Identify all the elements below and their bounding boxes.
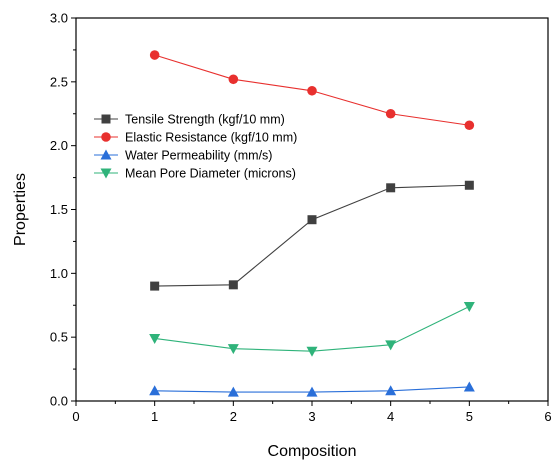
legend-marker: [101, 132, 111, 142]
x-axis-title: Composition: [268, 443, 357, 460]
data-point: [307, 85, 317, 96]
y-tick-label: 0.5: [50, 330, 68, 345]
series-1: [149, 50, 475, 131]
data-point: [385, 340, 397, 351]
data-point: [228, 280, 238, 290]
legend-label: Tensile Strength (kgf/10 mm): [125, 113, 285, 127]
legend-label: Mean Pore Diameter (microns): [125, 167, 296, 181]
series-3: [149, 302, 475, 357]
legend-marker: [100, 149, 112, 160]
legend-label: Water Permeability (mm/s): [125, 149, 272, 163]
x-tick-label: 4: [387, 409, 394, 424]
data-point: [463, 302, 475, 313]
y-tick-label: 1.0: [50, 266, 68, 281]
y-tick-label: 2.0: [50, 138, 68, 153]
data-point: [307, 215, 317, 225]
y-tick-label: 3.0: [50, 11, 68, 26]
x-tick-label: 2: [230, 409, 237, 424]
data-point: [227, 344, 239, 355]
legend-label: Elastic Resistance (kgf/10 mm): [125, 131, 297, 145]
y-tick-label: 0.0: [50, 394, 68, 409]
data-point: [463, 381, 475, 392]
series-line: [154, 306, 470, 352]
data-point: [149, 385, 161, 396]
x-tick-label: 0: [72, 409, 79, 424]
data-point: [150, 281, 160, 291]
plot-frame: [75, 17, 549, 402]
y-axis-title: Properties: [12, 173, 29, 246]
series-line: [154, 184, 470, 287]
x-tick-label: 3: [308, 409, 315, 424]
data-point: [306, 346, 318, 357]
legend-marker: [101, 114, 111, 124]
data-point: [464, 120, 475, 131]
data-point: [386, 183, 396, 193]
axis-ticks: 0 1 2 3 4 5 6 0.0 0.5 1.0 1.5 2.0 2.5 3.0: [50, 11, 552, 425]
data-point: [149, 50, 160, 60]
series-2: [149, 381, 475, 397]
data-point: [228, 74, 239, 85]
series-group: [149, 50, 475, 397]
y-tick-label: 2.5: [50, 74, 68, 89]
data-point: [306, 386, 318, 397]
x-tick-label: 1: [151, 409, 158, 424]
x-tick-label: 5: [466, 409, 473, 424]
series-0: [150, 180, 474, 291]
legend-marker: [100, 168, 112, 179]
data-point: [227, 386, 239, 397]
data-point: [464, 180, 474, 190]
data-point: [385, 108, 396, 119]
x-tick-label: 6: [544, 409, 551, 424]
legend-item: Water Permeability (mm/s): [94, 149, 272, 163]
y-tick-label: 1.5: [50, 202, 68, 217]
data-point: [149, 333, 161, 344]
legend-item: Elastic Resistance (kgf/10 mm): [94, 131, 297, 145]
data-point: [385, 385, 397, 396]
legend-item: Mean Pore Diameter (microns): [94, 167, 296, 181]
legend: Tensile Strength (kgf/10 mm) Elastic Resi…: [94, 113, 297, 181]
legend-item: Tensile Strength (kgf/10 mm): [94, 113, 285, 127]
